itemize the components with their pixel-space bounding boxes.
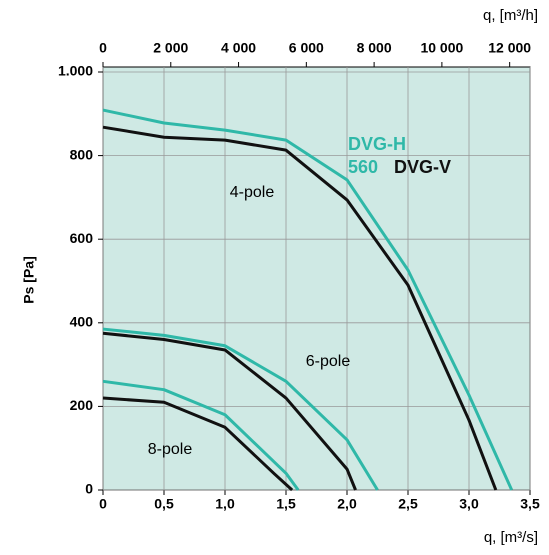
legend-text: 560 [348,157,378,177]
x2-tick-label: 10 000 [420,40,463,56]
annotation: 4-pole [230,184,275,201]
curve [102,327,379,491]
y-tick-label: 400 [70,314,94,330]
x-tick-label: 1,5 [276,496,296,512]
x-tick-label: 0 [99,496,107,512]
curve [102,108,514,491]
x-tick-label: 3,5 [520,496,540,512]
annotation: 6-pole [306,353,351,370]
x2-tick-label: 6 000 [289,40,324,56]
y-axis-label: Ps [Pa] [21,256,37,303]
curve [102,379,300,491]
curve [102,396,294,492]
y-tick-label: 800 [70,146,94,162]
y-tick-label: 0 [85,481,93,497]
plot-area [102,66,531,491]
x2-tick-label: 4 000 [221,40,256,56]
x2-axis-label: q, [m³/h] [483,7,538,24]
x2-tick-label: 8 000 [357,40,392,56]
legend-text: DVG-H [348,134,406,154]
x-tick-label: 2,5 [398,496,418,512]
x-axis-label: q, [m³/s] [484,529,538,546]
x-tick-label: 0,5 [154,496,174,512]
x-tick-label: 2,0 [337,496,357,512]
y-tick-label: 600 [70,230,94,246]
x2-tick-label: 0 [99,40,107,56]
x2-tick-label: 2 000 [153,40,188,56]
curve [102,125,498,491]
y-tick-label: 1.000 [58,63,93,79]
annotation: 8-pole [148,441,193,458]
y-tick-label: 200 [70,397,94,413]
legend-text: DVG-V [394,157,451,177]
x-tick-label: 3,0 [459,496,479,512]
curve [102,331,357,491]
x-tick-label: 1,0 [215,496,235,512]
x2-tick-label: 12 000 [488,40,531,56]
